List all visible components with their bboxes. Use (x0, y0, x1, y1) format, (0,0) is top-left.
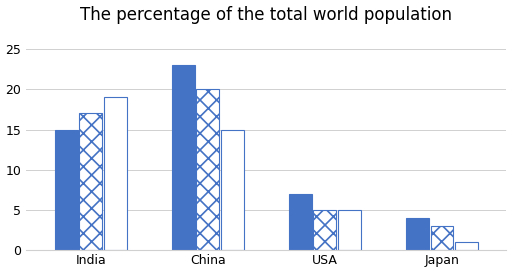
Bar (455, 242, 478, 250)
Bar (79, 114, 102, 250)
Bar (289, 194, 312, 250)
Bar (104, 97, 127, 250)
Title: The percentage of the total world population: The percentage of the total world popula… (80, 5, 453, 23)
Bar (172, 66, 195, 250)
Bar (313, 210, 336, 250)
Bar (338, 210, 361, 250)
Bar (221, 129, 244, 250)
Bar (406, 218, 429, 250)
Bar (197, 90, 219, 250)
Bar (55, 129, 77, 250)
Bar (431, 225, 454, 250)
